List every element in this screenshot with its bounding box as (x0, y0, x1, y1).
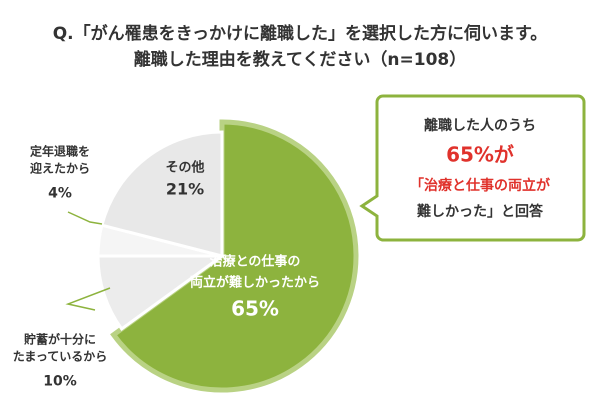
callout-text: 離職した人のうち (424, 117, 536, 134)
callout-box (359, 94, 586, 242)
pie-slice (110, 119, 359, 393)
slice-label: 迎えたから (30, 161, 90, 176)
pie-slice (96, 254, 227, 331)
slice-label: その他 (165, 160, 204, 176)
slice-label: たまっているから (13, 350, 108, 364)
callout-text: 難しかった」と回答 (417, 203, 544, 220)
pie-slice (100, 130, 224, 258)
slice-label: 定年退職を (30, 144, 90, 159)
callout-text: 「治療と仕事の両立が (410, 177, 551, 194)
chart-title: Q.「がん罹患をきっかけに離職した」を選択した方に伺います。 (53, 23, 548, 44)
slice-label: 貯蓄が十分に (24, 332, 96, 347)
callout-text: 65%が (446, 143, 514, 167)
slice-label: 治療との仕事の (210, 254, 301, 270)
slice-value: 10% (43, 373, 77, 389)
slice-label: 両立が難しかったから (190, 275, 320, 291)
slice-value: 65% (231, 297, 279, 321)
slice-value: 21% (166, 180, 204, 199)
chart-subtitle: 離職した理由を教えてください（n=108） (134, 49, 466, 70)
leader-line (65, 287, 111, 311)
leader-line (67, 211, 103, 225)
slice-value: 4% (48, 185, 72, 201)
